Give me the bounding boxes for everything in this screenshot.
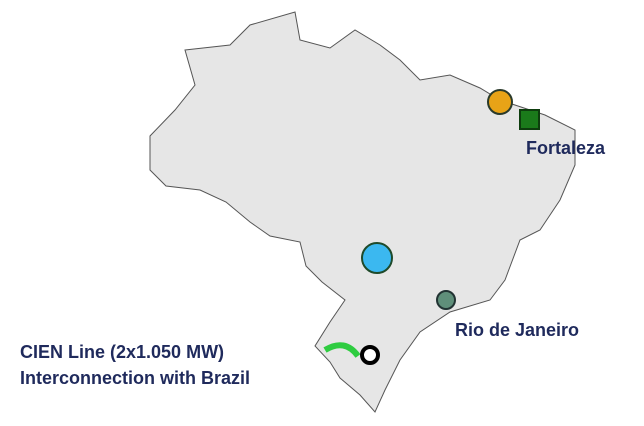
rio-label: Rio de Janeiro: [455, 320, 579, 340]
fortaleza-label: Fortaleza: [526, 138, 606, 158]
orange-plant: [487, 89, 513, 115]
cien-line-label: CIEN Line (2x1.050 MW): [20, 342, 224, 362]
cien-interconnection-label: Interconnection with Brazil: [20, 368, 250, 388]
brazil-outline: [149, 11, 576, 413]
grey-plant: [436, 290, 456, 310]
cien-arc: [323, 342, 361, 358]
cien-point: [360, 345, 380, 365]
green-plant: [519, 109, 540, 130]
blue-plant: [361, 242, 393, 274]
